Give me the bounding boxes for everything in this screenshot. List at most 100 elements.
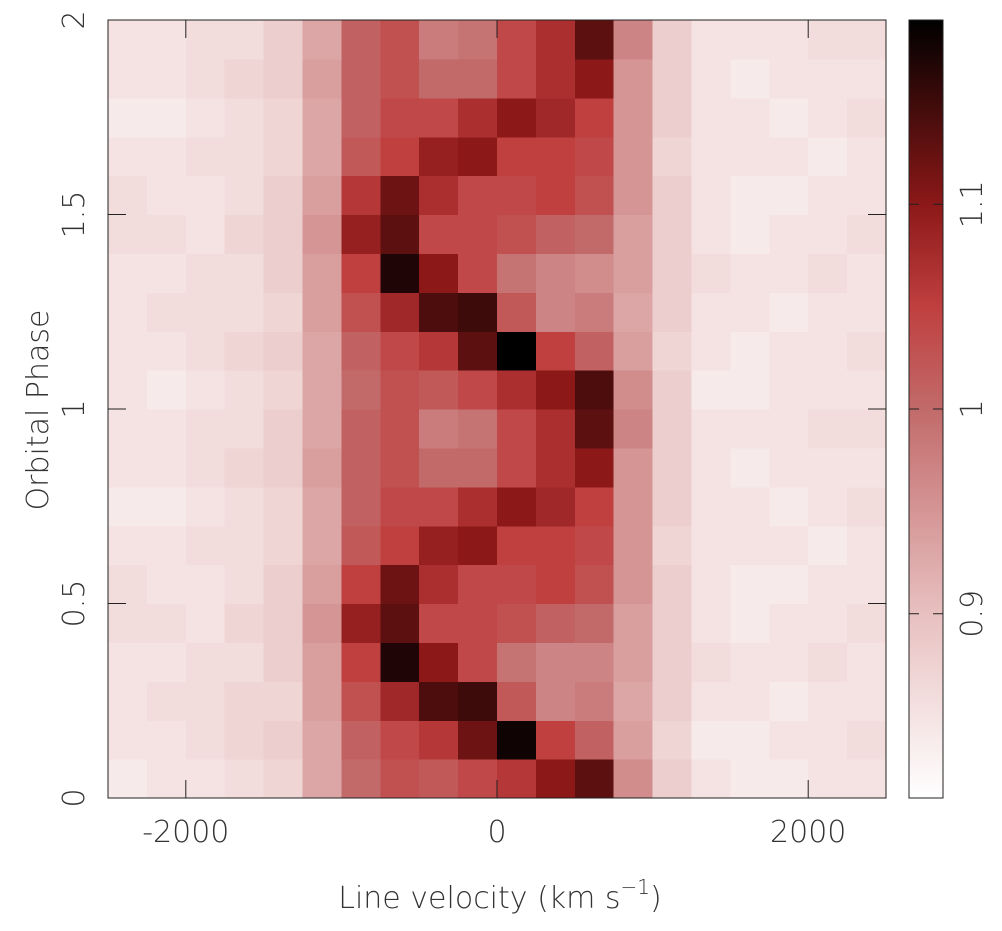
heatmap-cell <box>224 20 265 60</box>
heatmap-cell <box>302 58 342 99</box>
heatmap-cell <box>341 175 381 216</box>
heatmap-cell <box>341 564 381 605</box>
heatmap-cell <box>380 370 420 410</box>
heatmap-cell <box>263 603 304 643</box>
x-tick-label: 2000 <box>770 815 846 850</box>
heatmap-cell <box>535 292 576 332</box>
heatmap-cell <box>458 136 498 177</box>
heatmap-cell <box>808 253 848 293</box>
heatmap-cell <box>652 136 693 177</box>
heatmap-cell <box>847 136 887 177</box>
heatmap-cell <box>302 642 342 682</box>
heatmap-cell <box>108 486 148 527</box>
heatmap-cell <box>458 409 498 449</box>
heatmap-cell <box>224 58 265 99</box>
heatmap-cell <box>808 642 848 682</box>
heatmap-cell <box>302 720 342 760</box>
heatmap-cell <box>691 409 731 449</box>
heatmap-cell <box>380 97 420 138</box>
heatmap-cell <box>458 681 498 721</box>
heatmap-cell <box>847 58 887 99</box>
heatmap-cell <box>263 331 304 371</box>
heatmap-cell <box>341 58 381 99</box>
y-tick-label: 0.5 <box>57 580 92 628</box>
heatmap-cell <box>380 681 420 721</box>
colorbar-tick-label: 1.1 <box>955 180 990 228</box>
heatmap-cell <box>380 486 420 527</box>
heatmap-cell <box>146 681 187 721</box>
heatmap-cell <box>847 525 887 566</box>
heatmap-cell <box>497 681 537 721</box>
heatmap-cell <box>808 409 848 449</box>
heatmap-cell <box>613 175 654 216</box>
heatmap-cell <box>730 564 770 605</box>
heatmap-cell <box>847 292 887 332</box>
heatmap-cell <box>419 97 459 138</box>
heatmap-cell <box>185 642 226 682</box>
heatmap-cell <box>108 292 148 332</box>
heatmap-cell <box>224 603 265 643</box>
heatmap-cell <box>769 370 809 410</box>
heatmap-cell <box>263 97 304 138</box>
heatmap-cell <box>263 292 304 332</box>
heatmap-cell <box>108 58 148 99</box>
heatmap-cell <box>613 370 654 410</box>
heatmap-cell <box>808 331 848 371</box>
heatmap-cell <box>847 681 887 721</box>
heatmap-cell <box>146 97 187 138</box>
heatmap-cell <box>730 603 770 643</box>
heatmap-cell <box>652 58 693 99</box>
heatmap-cell <box>263 486 304 527</box>
heatmap-cell <box>108 20 148 60</box>
heatmap-cell <box>263 136 304 177</box>
heatmap-cell <box>847 603 887 643</box>
heatmap-cell <box>108 331 148 371</box>
y-axis-label: Orbital Phase <box>21 310 56 511</box>
heatmap-cell <box>380 525 420 566</box>
y-tick-label: 0 <box>57 788 92 807</box>
heatmap-cell <box>302 564 342 605</box>
heatmap-cell <box>847 564 887 605</box>
heatmap-cell <box>497 20 537 60</box>
heatmap-cell <box>341 409 381 449</box>
heatmap-cell <box>419 214 459 254</box>
heatmap-cell <box>185 136 226 177</box>
heatmap-cell <box>652 759 693 799</box>
heatmap-cell <box>730 447 770 488</box>
y-tick-label: 1.5 <box>57 191 92 239</box>
heatmap-cell <box>808 292 848 332</box>
heatmap-cell <box>535 253 576 293</box>
heatmap-cell <box>263 58 304 99</box>
heatmap-cell <box>847 175 887 216</box>
heatmap-cell <box>691 331 731 371</box>
heatmap-cell <box>341 681 381 721</box>
heatmap-cell <box>380 214 420 254</box>
heatmap-cell <box>146 564 187 605</box>
heatmap-cell <box>847 720 887 760</box>
heatmap-cell <box>108 759 148 799</box>
heatmap-cell <box>652 175 693 216</box>
heatmap-cell <box>808 759 848 799</box>
heatmap-cell <box>535 447 576 488</box>
heatmap-cell <box>419 331 459 371</box>
heatmap-cell <box>847 759 887 799</box>
heatmap-cell <box>146 409 187 449</box>
heatmap-cell <box>497 564 537 605</box>
heatmap-cell <box>146 331 187 371</box>
heatmap-cell <box>535 370 576 410</box>
heatmap-cell <box>652 370 693 410</box>
heatmap-cell <box>730 409 770 449</box>
heatmap-cell <box>652 20 693 60</box>
heatmap-cell <box>769 603 809 643</box>
heatmap-cell <box>458 214 498 254</box>
heatmap-cell <box>613 486 654 527</box>
heatmap-cell <box>419 409 459 449</box>
heatmap-cell <box>769 136 809 177</box>
heatmap-cell <box>302 136 342 177</box>
heatmap-cell <box>263 564 304 605</box>
heatmap-cell <box>458 603 498 643</box>
heatmap-cell <box>535 175 576 216</box>
heatmap-cell <box>458 331 498 371</box>
heatmap-cell <box>302 409 342 449</box>
heatmap-cell <box>613 136 654 177</box>
